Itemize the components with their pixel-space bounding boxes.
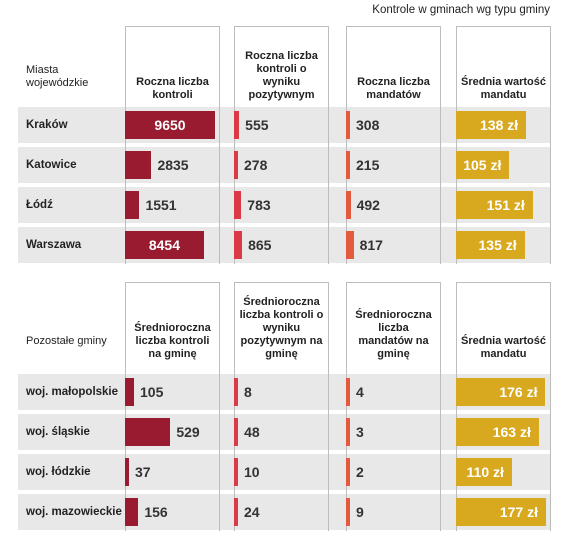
data-label: 529 <box>176 424 200 440</box>
column-header: Roczna liczba mandatów <box>357 76 430 101</box>
column-header: Roczna liczba kontroli o wyniku pozytywn… <box>245 50 318 101</box>
bar-kontrole <box>125 111 215 139</box>
group-label: Miasta wojewódzkie <box>26 64 89 89</box>
data-label: 9650 <box>154 117 186 133</box>
data-label: 105 <box>140 384 164 400</box>
bar-pozytywne <box>234 231 243 259</box>
bar-pozytywne <box>234 498 238 526</box>
bar-mandaty <box>346 458 350 486</box>
bar-mandaty <box>346 378 350 406</box>
data-label: 4 <box>356 384 364 400</box>
column-frame <box>346 26 441 264</box>
row-label: Katowice <box>26 159 77 171</box>
bar-mandaty <box>346 151 350 179</box>
row-label: Warszawa <box>26 239 82 251</box>
column-header: Średnioroczna liczba kontroli na gminę <box>134 322 211 360</box>
data-label: 555 <box>245 117 269 133</box>
column-frame <box>456 282 551 531</box>
data-label: 177 zł <box>499 504 538 520</box>
data-label: 8454 <box>148 237 180 253</box>
bar-mandaty <box>346 191 351 219</box>
bar-kontrole <box>125 378 134 406</box>
data-label: 492 <box>356 197 380 213</box>
data-label: 37 <box>135 464 151 480</box>
bar-srednia <box>456 191 533 219</box>
bar-kontrole <box>125 498 139 526</box>
bar-mandaty <box>346 231 354 259</box>
bar-kontrole <box>125 458 129 486</box>
column-header: Średnia wartość mandatu <box>461 76 546 101</box>
data-label: 110 zł <box>466 464 504 480</box>
column-header: Średnioroczna liczba mandatów na gminę <box>355 309 432 360</box>
bar-kontrole <box>125 231 204 259</box>
bar-mandaty <box>346 418 350 446</box>
bar-kontrole <box>125 151 152 179</box>
data-label: 817 <box>359 237 383 253</box>
data-label: 138 zł <box>480 117 519 133</box>
bar-pozytywne <box>234 458 238 486</box>
bar-srednia <box>456 418 539 446</box>
column-frame <box>456 26 551 264</box>
column-header: Średnioroczna liczba kontroli o wyniku p… <box>239 296 324 360</box>
bar-srednia <box>456 458 512 486</box>
bar-pozytywne <box>234 378 238 406</box>
bar-kontrole <box>125 191 140 219</box>
bar-srednia <box>456 498 546 526</box>
column-header: Roczna liczba kontroli <box>136 76 209 101</box>
column-frame <box>125 282 220 531</box>
data-label: 3 <box>356 424 364 440</box>
data-label: 865 <box>248 237 272 253</box>
chart-subtitle: Kontrole w gminach wg typu gminy <box>372 4 550 16</box>
column-frame <box>234 26 329 264</box>
bar-srednia <box>456 151 510 179</box>
bar-mandaty <box>346 498 350 526</box>
bar-pozytywne <box>234 418 239 446</box>
data-label: 9 <box>356 504 364 520</box>
data-label: 1551 <box>145 197 177 213</box>
data-label: 24 <box>244 504 260 520</box>
bar-pozytywne <box>234 191 242 219</box>
data-label: 151 zł <box>486 197 525 213</box>
column-header: Średnia wartość mandatu <box>461 335 546 360</box>
data-label: 135 zł <box>478 237 517 253</box>
row-label: woj. łódzkie <box>26 466 91 478</box>
data-label: 8 <box>244 384 252 400</box>
data-label: 10 <box>244 464 260 480</box>
row-label: Łódź <box>26 199 53 211</box>
data-label: 2 <box>356 464 364 480</box>
bar-pozytywne <box>234 111 240 139</box>
row-label: woj. śląskie <box>26 426 90 438</box>
data-label: 48 <box>244 424 260 440</box>
bar-mandaty <box>346 111 350 139</box>
data-label: 215 <box>356 157 380 173</box>
bar-srednia <box>456 111 527 139</box>
data-label: 163 zł <box>492 424 531 440</box>
data-label: 783 <box>247 197 271 213</box>
data-label: 105 zł <box>463 157 502 173</box>
data-label: 176 zł <box>499 384 538 400</box>
column-frame <box>234 282 329 531</box>
column-frame <box>125 26 220 264</box>
bar-pozytywne <box>234 151 238 179</box>
group-label: Pozostałe gminy <box>26 335 107 347</box>
row-label: woj. mazowieckie <box>26 506 122 518</box>
bar-kontrole <box>125 418 171 446</box>
data-label: 156 <box>144 504 168 520</box>
row-label: Kraków <box>26 119 68 131</box>
bar-srednia <box>456 378 546 406</box>
data-label: 2835 <box>157 157 189 173</box>
data-label: 278 <box>244 157 268 173</box>
row-label: woj. małopolskie <box>26 386 119 398</box>
data-label: 308 <box>356 117 380 133</box>
bar-srednia <box>456 231 525 259</box>
column-frame <box>346 282 441 531</box>
